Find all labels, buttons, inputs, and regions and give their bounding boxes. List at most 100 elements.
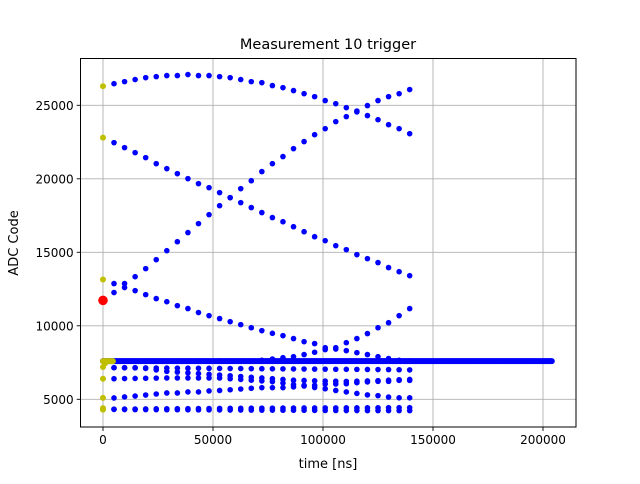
series-a-point — [164, 72, 170, 79]
series-h-point — [332, 381, 339, 387]
series-b-point — [311, 233, 318, 240]
axis-ticks: 0 50000 100000 150000 200000 5000 10000 15000 20… — [36, 99, 566, 447]
series-r2-point — [142, 406, 149, 413]
series-a-point — [259, 79, 265, 86]
series-d-point — [248, 324, 255, 331]
series-r2-point — [301, 407, 307, 414]
series-d-point — [311, 340, 318, 347]
series-b-point — [280, 218, 286, 225]
series-d-point — [206, 312, 212, 319]
series-c-point — [237, 185, 244, 192]
series-k-point — [164, 368, 170, 375]
series-g-point — [269, 378, 276, 385]
series-c-point — [142, 265, 149, 272]
series-c-point — [164, 247, 170, 254]
series-b-point — [237, 199, 244, 206]
series-e-point — [322, 346, 329, 353]
series-h-point — [185, 389, 191, 395]
series-f-point — [248, 365, 255, 372]
series-h-point — [121, 394, 128, 400]
series-h-point — [301, 382, 307, 389]
series-d-point — [195, 309, 202, 316]
series-h-point — [132, 393, 138, 399]
series-h-point — [375, 378, 381, 385]
series-r2-point — [280, 407, 286, 414]
series-f-point — [216, 365, 223, 372]
series-d-point — [142, 291, 149, 298]
series-c-point — [227, 194, 233, 201]
series-a-point — [195, 72, 202, 79]
series-e-point — [269, 356, 276, 362]
series-d-point — [237, 321, 244, 328]
series-b-point — [164, 165, 170, 172]
series-k-point — [132, 364, 138, 371]
series-a-point — [132, 76, 138, 83]
series-f-point — [269, 365, 276, 372]
series-c-point — [301, 138, 307, 145]
series-e-point — [248, 358, 255, 364]
series-r2-point — [216, 407, 223, 413]
series-h-point — [354, 379, 360, 386]
series-d-point — [375, 324, 381, 331]
series-f-point — [237, 365, 244, 372]
series-r2-point — [354, 407, 360, 414]
series-r2-point — [185, 407, 191, 413]
series-r2-point — [237, 407, 244, 413]
series-f-point — [343, 366, 350, 373]
series-f-point — [322, 366, 329, 372]
series-g-point — [385, 394, 392, 400]
series-r2-point — [343, 407, 350, 414]
series-d-point — [174, 302, 181, 309]
series-d-point — [385, 319, 392, 326]
series-c-point — [132, 273, 138, 280]
series-c-point — [311, 131, 318, 138]
series-k-point — [121, 364, 128, 371]
series-r2-point — [385, 407, 392, 414]
series-d-point — [164, 298, 170, 305]
series-h-point — [227, 386, 233, 393]
series-r2-point — [121, 406, 128, 413]
series-a-point — [142, 74, 149, 81]
series-c-point — [259, 168, 265, 175]
x-tick-label: 150000 — [410, 433, 456, 447]
series-h-point — [322, 381, 329, 387]
series-g-point — [322, 385, 329, 392]
series-h-point — [259, 384, 265, 391]
series-b-point — [396, 268, 402, 275]
series-h-point — [343, 380, 350, 387]
series-h-point — [311, 382, 318, 389]
series-a-point — [174, 72, 181, 79]
series-d-point — [153, 295, 160, 302]
series-g-point — [216, 375, 223, 381]
series-b-point — [121, 144, 128, 151]
series-r2-point — [259, 407, 265, 413]
series-a-point — [216, 73, 223, 80]
series-b-point — [206, 184, 212, 191]
series-h-point — [290, 384, 297, 390]
series-c-point — [269, 160, 276, 167]
chart-title: Measurement 10 trigger — [240, 37, 416, 53]
series-c-point — [332, 118, 339, 125]
series-d-point — [290, 335, 297, 342]
series-a-point — [185, 71, 191, 78]
series-f-point — [332, 366, 339, 373]
series-b-point — [259, 209, 265, 216]
series-r2-point — [174, 406, 181, 413]
series-c-point — [375, 97, 381, 104]
series-h-point — [164, 390, 170, 396]
series-e-point — [206, 358, 212, 364]
series-b-point — [375, 259, 381, 266]
series-a-point — [311, 93, 318, 100]
series-d-point — [227, 318, 233, 325]
series-g-point — [237, 376, 244, 383]
series-k-point — [185, 370, 191, 376]
x-tick-label: 0 — [99, 433, 107, 447]
series-f-point — [280, 366, 286, 372]
series-f-point — [290, 366, 297, 372]
series-f-point — [301, 366, 307, 372]
series-r2-point — [269, 407, 276, 413]
series-k-point — [195, 370, 202, 377]
series-a-point — [121, 78, 128, 85]
series-c-point — [343, 113, 350, 120]
